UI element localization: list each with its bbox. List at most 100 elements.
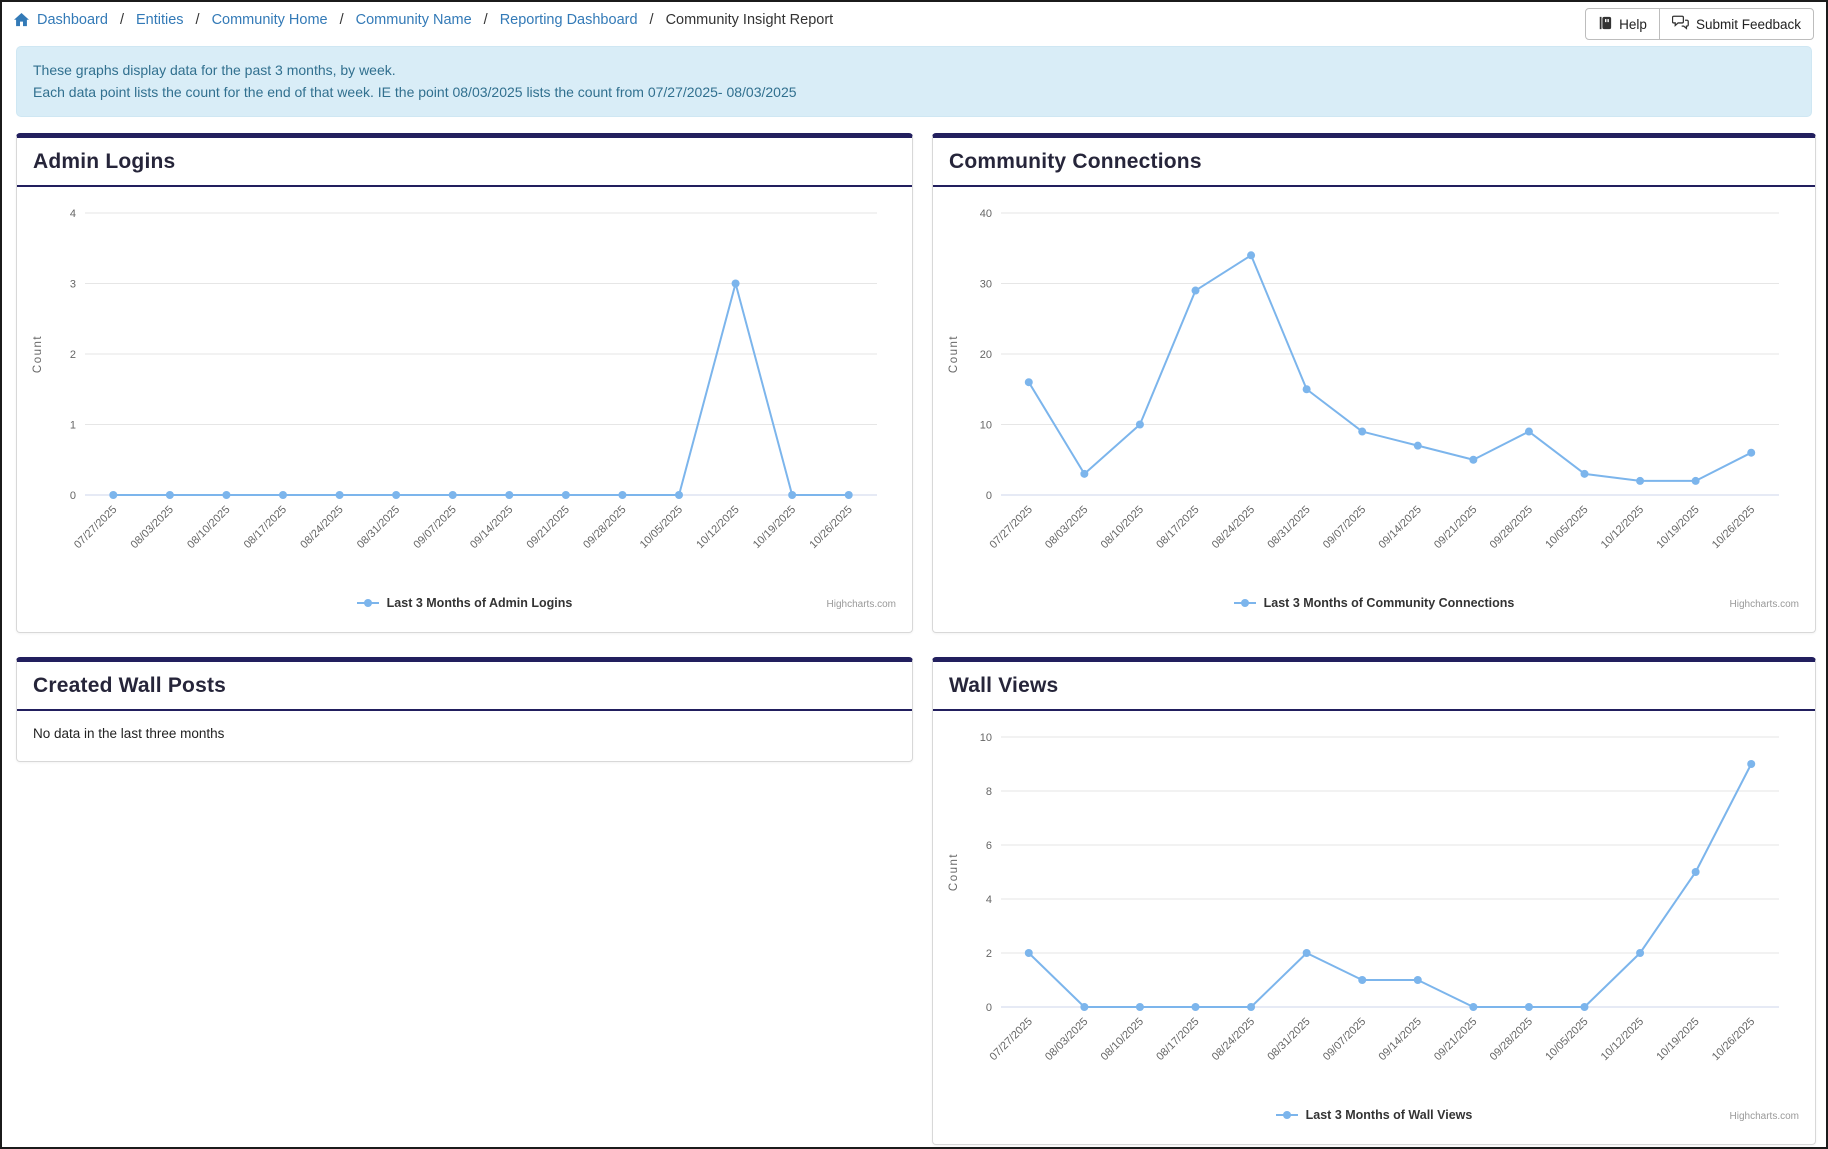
highcharts-credit[interactable]: Highcharts.com bbox=[1729, 598, 1799, 610]
data-point[interactable] bbox=[1747, 448, 1756, 457]
data-point[interactable] bbox=[618, 490, 627, 499]
data-point[interactable] bbox=[165, 490, 174, 499]
data-point[interactable] bbox=[1135, 420, 1144, 429]
home-icon[interactable] bbox=[14, 13, 29, 27]
x-axis-label: 10/05/2025 bbox=[638, 503, 685, 550]
data-point[interactable] bbox=[1580, 469, 1589, 478]
help-button[interactable]: Help bbox=[1585, 8, 1660, 40]
breadcrumb-separator: / bbox=[339, 12, 344, 28]
x-axis-label: 10/26/2025 bbox=[807, 503, 854, 550]
breadcrumb-link[interactable]: Dashboard bbox=[37, 12, 108, 28]
legend-label: Last 3 Months of Community Connections bbox=[1263, 595, 1515, 610]
data-point[interactable] bbox=[1024, 377, 1033, 386]
data-point[interactable] bbox=[1302, 385, 1311, 394]
breadcrumb-link[interactable]: Reporting Dashboard bbox=[499, 12, 638, 28]
x-axis-label: 10/12/2025 bbox=[1599, 503, 1646, 550]
data-point[interactable] bbox=[222, 490, 231, 499]
data-point[interactable] bbox=[1247, 251, 1256, 260]
x-axis-label: 10/26/2025 bbox=[1710, 503, 1757, 550]
data-point[interactable] bbox=[1080, 1002, 1089, 1011]
data-point[interactable] bbox=[1358, 427, 1367, 436]
x-axis-label: 09/14/2025 bbox=[1376, 503, 1423, 550]
data-point[interactable] bbox=[1135, 1002, 1144, 1011]
panel-header: Created Wall Posts bbox=[17, 662, 912, 711]
highcharts-credit[interactable]: Highcharts.com bbox=[826, 598, 896, 610]
data-point[interactable] bbox=[731, 279, 740, 288]
legend-marker-icon bbox=[356, 598, 379, 607]
data-point[interactable] bbox=[1191, 1002, 1200, 1011]
data-point[interactable] bbox=[1413, 975, 1422, 984]
data-point[interactable] bbox=[1191, 286, 1200, 295]
submit-feedback-button[interactable]: Submit Feedback bbox=[1658, 8, 1814, 40]
x-axis-label: 08/03/2025 bbox=[1043, 503, 1090, 550]
x-axis-label: 08/17/2025 bbox=[1154, 503, 1201, 550]
breadcrumb-link[interactable]: Community Home bbox=[211, 12, 328, 28]
x-axis-label: 10/19/2025 bbox=[1654, 503, 1701, 550]
panel-created-wall-posts: Created Wall Posts No data in the last t… bbox=[16, 656, 913, 762]
panel-admin-logins: Admin Logins 0 1 2 3 4 07/27/2025 08/03/2025 08… bbox=[16, 132, 913, 633]
y-axis-label: 1 bbox=[70, 419, 76, 431]
data-point[interactable] bbox=[1691, 476, 1700, 485]
data-point[interactable] bbox=[1524, 427, 1533, 436]
x-axis-label: 08/03/2025 bbox=[129, 503, 176, 550]
series-line bbox=[112, 282, 850, 496]
x-axis-label: 07/27/2025 bbox=[987, 1015, 1034, 1062]
info-banner: These graphs display data for the past 3… bbox=[16, 46, 1812, 117]
data-point[interactable] bbox=[1636, 948, 1645, 957]
breadcrumb-separator: / bbox=[649, 12, 654, 28]
breadcrumb-current: Community Insight Report bbox=[665, 12, 834, 28]
data-point[interactable] bbox=[1413, 441, 1422, 450]
admin-logins-legend[interactable]: Last 3 Months of Admin Logins bbox=[25, 596, 904, 610]
data-point[interactable] bbox=[1302, 948, 1311, 957]
y-axis-title: Count bbox=[948, 853, 960, 891]
x-axis-label: 09/21/2025 bbox=[1432, 503, 1479, 550]
data-point[interactable] bbox=[675, 490, 683, 499]
y-axis-label: 2 bbox=[70, 349, 76, 361]
y-axis-title: Count bbox=[948, 335, 960, 373]
data-point[interactable] bbox=[788, 490, 797, 499]
data-point[interactable] bbox=[1580, 1002, 1589, 1011]
panel-header: Wall Views bbox=[933, 662, 1815, 711]
top-bar: Dashboard / Entities / Community Home / Commun… bbox=[2, 2, 1826, 42]
data-point[interactable] bbox=[1358, 975, 1367, 984]
data-point[interactable] bbox=[505, 490, 514, 499]
data-point[interactable] bbox=[392, 490, 401, 499]
data-point[interactable] bbox=[448, 490, 457, 499]
x-axis-label: 09/14/2025 bbox=[468, 503, 515, 550]
breadcrumb-link[interactable]: Community Name bbox=[355, 12, 472, 28]
data-point[interactable] bbox=[1080, 469, 1089, 478]
x-axis-label: 08/17/2025 bbox=[1154, 1015, 1201, 1062]
data-point[interactable] bbox=[1247, 1002, 1256, 1011]
help-icon bbox=[1598, 16, 1612, 33]
highcharts-credit[interactable]: Highcharts.com bbox=[1729, 1110, 1799, 1122]
x-axis-label: 08/31/2025 bbox=[1265, 1015, 1312, 1062]
wall-views-legend[interactable]: Last 3 Months of Wall Views bbox=[941, 1108, 1807, 1122]
data-point[interactable] bbox=[561, 490, 570, 499]
breadcrumb-link[interactable]: Entities bbox=[135, 12, 184, 28]
info-banner-line1: These graphs display data for the past 3… bbox=[33, 62, 396, 78]
y-axis-label: 3 bbox=[70, 278, 76, 290]
breadcrumb-separator: / bbox=[195, 12, 200, 28]
data-point[interactable] bbox=[1469, 455, 1478, 464]
data-point[interactable] bbox=[1024, 948, 1033, 957]
x-axis-label: 09/07/2025 bbox=[1321, 503, 1368, 550]
data-point[interactable] bbox=[279, 490, 287, 499]
data-point[interactable] bbox=[844, 490, 853, 499]
community-connections-chart: 0 10 20 30 40 07/27/2025 08/03/2025 08/10/2025 0… bbox=[933, 187, 1815, 610]
data-point[interactable] bbox=[109, 490, 118, 499]
x-axis-label: 10/12/2025 bbox=[1599, 1015, 1646, 1062]
data-point[interactable] bbox=[335, 490, 344, 499]
community-connections-legend[interactable]: Last 3 Months of Community Connections bbox=[941, 596, 1807, 610]
y-axis-label: 4 bbox=[986, 894, 992, 906]
data-point[interactable] bbox=[1636, 476, 1645, 485]
x-axis-label: 10/05/2025 bbox=[1543, 503, 1590, 550]
x-axis-label: 10/12/2025 bbox=[694, 503, 741, 550]
data-point[interactable] bbox=[1524, 1002, 1533, 1011]
data-point[interactable] bbox=[1747, 759, 1756, 768]
breadcrumb-separator: / bbox=[119, 12, 124, 28]
data-point[interactable] bbox=[1469, 1002, 1478, 1011]
data-point[interactable] bbox=[1691, 867, 1700, 876]
admin-logins-chart: 0 1 2 3 4 07/27/2025 08/03/2025 08/10/2025 08/17… bbox=[17, 187, 912, 610]
